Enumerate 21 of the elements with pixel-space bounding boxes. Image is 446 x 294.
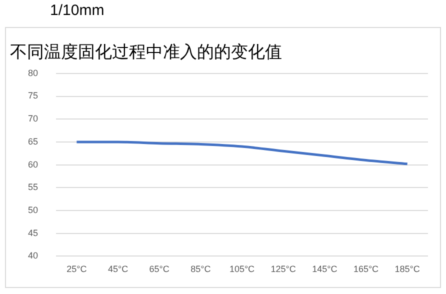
y-tick-label: 65 bbox=[28, 136, 38, 146]
x-tick-label: 165°C bbox=[353, 264, 380, 274]
y-tick-label: 80 bbox=[28, 68, 38, 78]
y-axis-title: 1/10mm bbox=[50, 2, 104, 19]
x-tick-label: 145°C bbox=[312, 264, 338, 274]
x-tick-label: 45°C bbox=[108, 264, 129, 274]
x-tick-label: 85°C bbox=[190, 264, 212, 274]
y-tick-label: 50 bbox=[28, 204, 38, 215]
x-tick-label: 25°C bbox=[66, 264, 88, 274]
y-tick-label: 40 bbox=[28, 250, 38, 261]
y-tick-label: 75 bbox=[28, 90, 38, 101]
chart-title: 不同温度固化过程中准入的的变化值 bbox=[10, 42, 282, 63]
y-tick-label: 45 bbox=[28, 228, 38, 238]
y-tick-label: 55 bbox=[28, 182, 38, 192]
x-tick-label: 65°C bbox=[149, 264, 170, 274]
x-tick-label: 105°C bbox=[229, 264, 256, 274]
x-tick-label: 185°C bbox=[394, 264, 420, 274]
x-tick-label: 125°C bbox=[270, 264, 296, 274]
y-tick-label: 60 bbox=[28, 159, 38, 170]
y-tick-label: 70 bbox=[28, 114, 38, 124]
line-series bbox=[75, 140, 409, 166]
